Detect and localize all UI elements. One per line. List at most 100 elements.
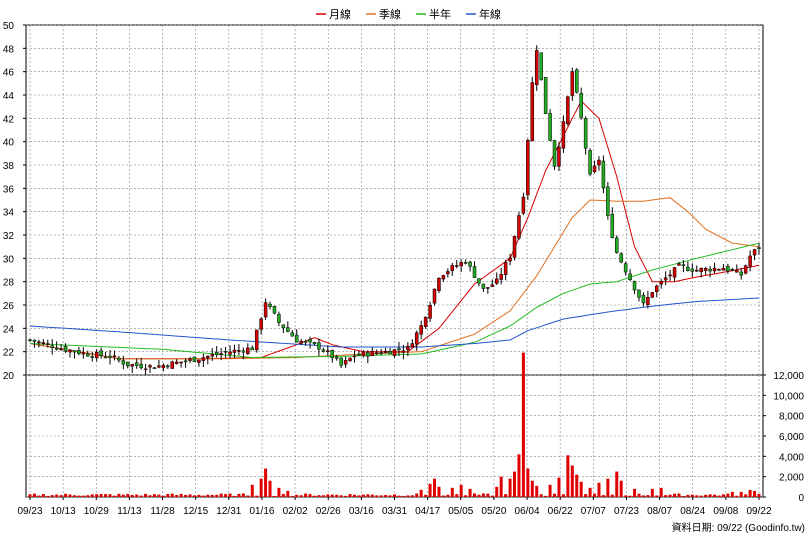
candle-body — [530, 82, 535, 141]
volume-bar — [597, 482, 601, 497]
x-tick-label: 08/07 — [647, 506, 672, 517]
candle-body — [419, 325, 423, 335]
candle-body — [690, 268, 695, 272]
volume-bar — [188, 494, 192, 497]
volume-bar — [144, 493, 148, 497]
volume-bar — [619, 480, 623, 497]
candle-body — [303, 340, 308, 343]
volume-bar — [677, 493, 681, 497]
volume-bar — [290, 495, 294, 497]
candle-body — [330, 350, 335, 358]
volume-bar — [561, 494, 565, 497]
volume-bar — [419, 489, 423, 497]
candle-body — [641, 294, 646, 304]
volume-bar — [437, 486, 441, 497]
volume-bar — [424, 494, 428, 497]
candle-body — [668, 274, 672, 277]
volume-bar — [624, 495, 628, 497]
volume-bar — [659, 487, 663, 497]
volume-bar — [321, 495, 325, 497]
x-tick-label: 02/26 — [316, 506, 341, 517]
candle-body — [570, 71, 575, 96]
candle-body — [459, 262, 463, 267]
x-tick-label: 09/08 — [713, 506, 738, 517]
candle-body — [383, 350, 388, 354]
volume-bar — [77, 495, 81, 497]
vol-tick-label: 0 — [798, 493, 804, 504]
candle-body — [592, 165, 597, 173]
volume-bar — [50, 495, 54, 497]
volume-bar — [535, 485, 539, 497]
volume-bar — [744, 494, 748, 497]
x-tick-label: 11/28 — [150, 506, 175, 517]
volume-bar — [152, 494, 156, 497]
candle-body — [730, 269, 735, 271]
candle-body — [490, 284, 495, 287]
x-tick-label: 09/23 — [17, 506, 42, 517]
candle-body — [277, 314, 281, 323]
y-tick-label: 26 — [3, 301, 15, 312]
candle-body — [263, 302, 268, 318]
candle-body — [343, 360, 348, 365]
candle-body — [370, 351, 375, 357]
candle-body — [237, 350, 241, 352]
candle-body — [246, 347, 250, 355]
y-tick-label: 48 — [3, 44, 15, 55]
volume-bar — [166, 494, 170, 497]
volume-bar — [544, 495, 548, 497]
volume-bar — [459, 484, 463, 497]
candle-body — [494, 278, 499, 284]
x-tick-label: 10/13 — [51, 506, 76, 517]
volume-bar — [397, 495, 401, 497]
candlesticks — [28, 45, 761, 375]
candle-body — [686, 266, 690, 271]
y-tick-label: 42 — [3, 114, 15, 125]
volume-bar — [117, 493, 121, 497]
candle-body — [472, 266, 477, 278]
volume-bar — [757, 493, 761, 497]
volume-bar — [588, 487, 592, 497]
volume-bar — [628, 495, 632, 497]
candle-body — [63, 346, 68, 352]
volume-bar — [401, 495, 405, 497]
volume-bar — [161, 495, 165, 497]
y-tick-label: 30 — [3, 254, 15, 265]
volume-bar — [81, 495, 85, 497]
candle-body — [286, 327, 290, 332]
volume-bar — [686, 494, 690, 497]
candle-body — [312, 342, 317, 345]
candle-body — [161, 364, 166, 369]
volume-bar — [393, 494, 396, 497]
legend: 月線 季線 半年 年線 — [316, 7, 501, 21]
candle-body — [699, 268, 703, 273]
volume-bar — [219, 493, 223, 497]
x-tick-label: 02/02 — [283, 506, 308, 517]
volume-bar — [215, 494, 219, 497]
candle-body — [366, 352, 370, 357]
candle-body — [197, 359, 201, 363]
volume-bar — [197, 494, 201, 497]
volume-bar — [59, 495, 63, 497]
x-tick-label: 09/22 — [746, 506, 771, 517]
y-tick-label: 50 — [3, 21, 15, 32]
y-tick-label: 36 — [3, 184, 15, 195]
y-tick-label: 44 — [3, 91, 15, 102]
volume-bar — [357, 495, 361, 497]
volume-bar — [477, 494, 481, 497]
volume-bar — [72, 495, 76, 497]
volume-bar — [508, 478, 512, 497]
candle-body — [219, 353, 223, 355]
x-tick-label: 04/17 — [415, 506, 440, 517]
x-tick-label: 05/20 — [481, 506, 506, 517]
candle-body — [139, 363, 143, 369]
volume-bar — [433, 478, 437, 497]
volume-axis: 0 2,000 4,000 6,000 8,000 10,000 12,000 — [763, 371, 804, 504]
volume-bar — [490, 495, 494, 497]
candle-body — [748, 255, 752, 267]
candle-body — [388, 350, 392, 355]
candle-body — [432, 288, 437, 304]
candle-body — [77, 350, 81, 354]
candle-body — [597, 159, 601, 166]
candle-body — [254, 329, 259, 351]
volume-bar — [406, 495, 410, 497]
